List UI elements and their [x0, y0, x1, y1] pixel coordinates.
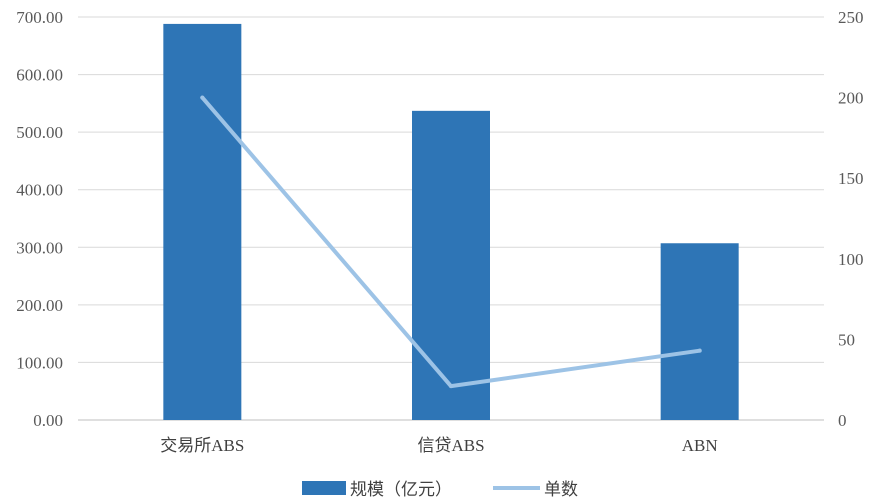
line-point-2: [697, 348, 702, 353]
bar-2: [660, 243, 739, 420]
legend-label-line: 单数: [544, 480, 578, 499]
x-tick-label: 信贷ABS: [417, 436, 484, 455]
y-right-tick-label: 0: [838, 411, 847, 430]
y-right-tick-label: 250: [838, 8, 864, 27]
y-right-tick-label: 200: [838, 89, 864, 108]
y-left-tick-label: 700.00: [16, 8, 63, 27]
line-point-0: [200, 95, 205, 100]
y-left-tick-label: 500.00: [16, 123, 63, 142]
x-tick-label: ABN: [682, 436, 718, 455]
bar-0: [163, 23, 242, 421]
x-tick-label: 交易所ABS: [160, 436, 244, 455]
y-left-tick-label: 600.00: [16, 66, 63, 85]
y-left-tick-label: 300.00: [16, 238, 63, 257]
y-left-tick-label: 100.00: [16, 353, 63, 372]
y-axis-right: 0 50 100 150 200 250: [838, 8, 864, 430]
legend-swatch-bar: [302, 481, 346, 495]
bar-series: [163, 23, 739, 421]
y-right-tick-label: 50: [838, 330, 855, 349]
line-series-group: [200, 95, 702, 389]
legend: 规模（亿元） 单数: [302, 480, 578, 499]
bar-1: [412, 110, 490, 420]
y-left-tick-label: 0.00: [33, 411, 63, 430]
y-left-tick-label: 200.00: [16, 296, 63, 315]
legend-label-bar: 规模（亿元）: [350, 480, 452, 499]
y-axis-left: 0.00 100.00 200.00 300.00 400.00 500.00 600.00…: [16, 8, 63, 430]
line-point-1: [449, 384, 453, 389]
y-right-tick-label: 150: [838, 169, 864, 188]
x-axis: 交易所ABS 信贷ABS ABN: [160, 436, 717, 455]
y-right-tick-label: 100: [838, 250, 864, 269]
y-left-tick-label: 400.00: [16, 181, 63, 200]
